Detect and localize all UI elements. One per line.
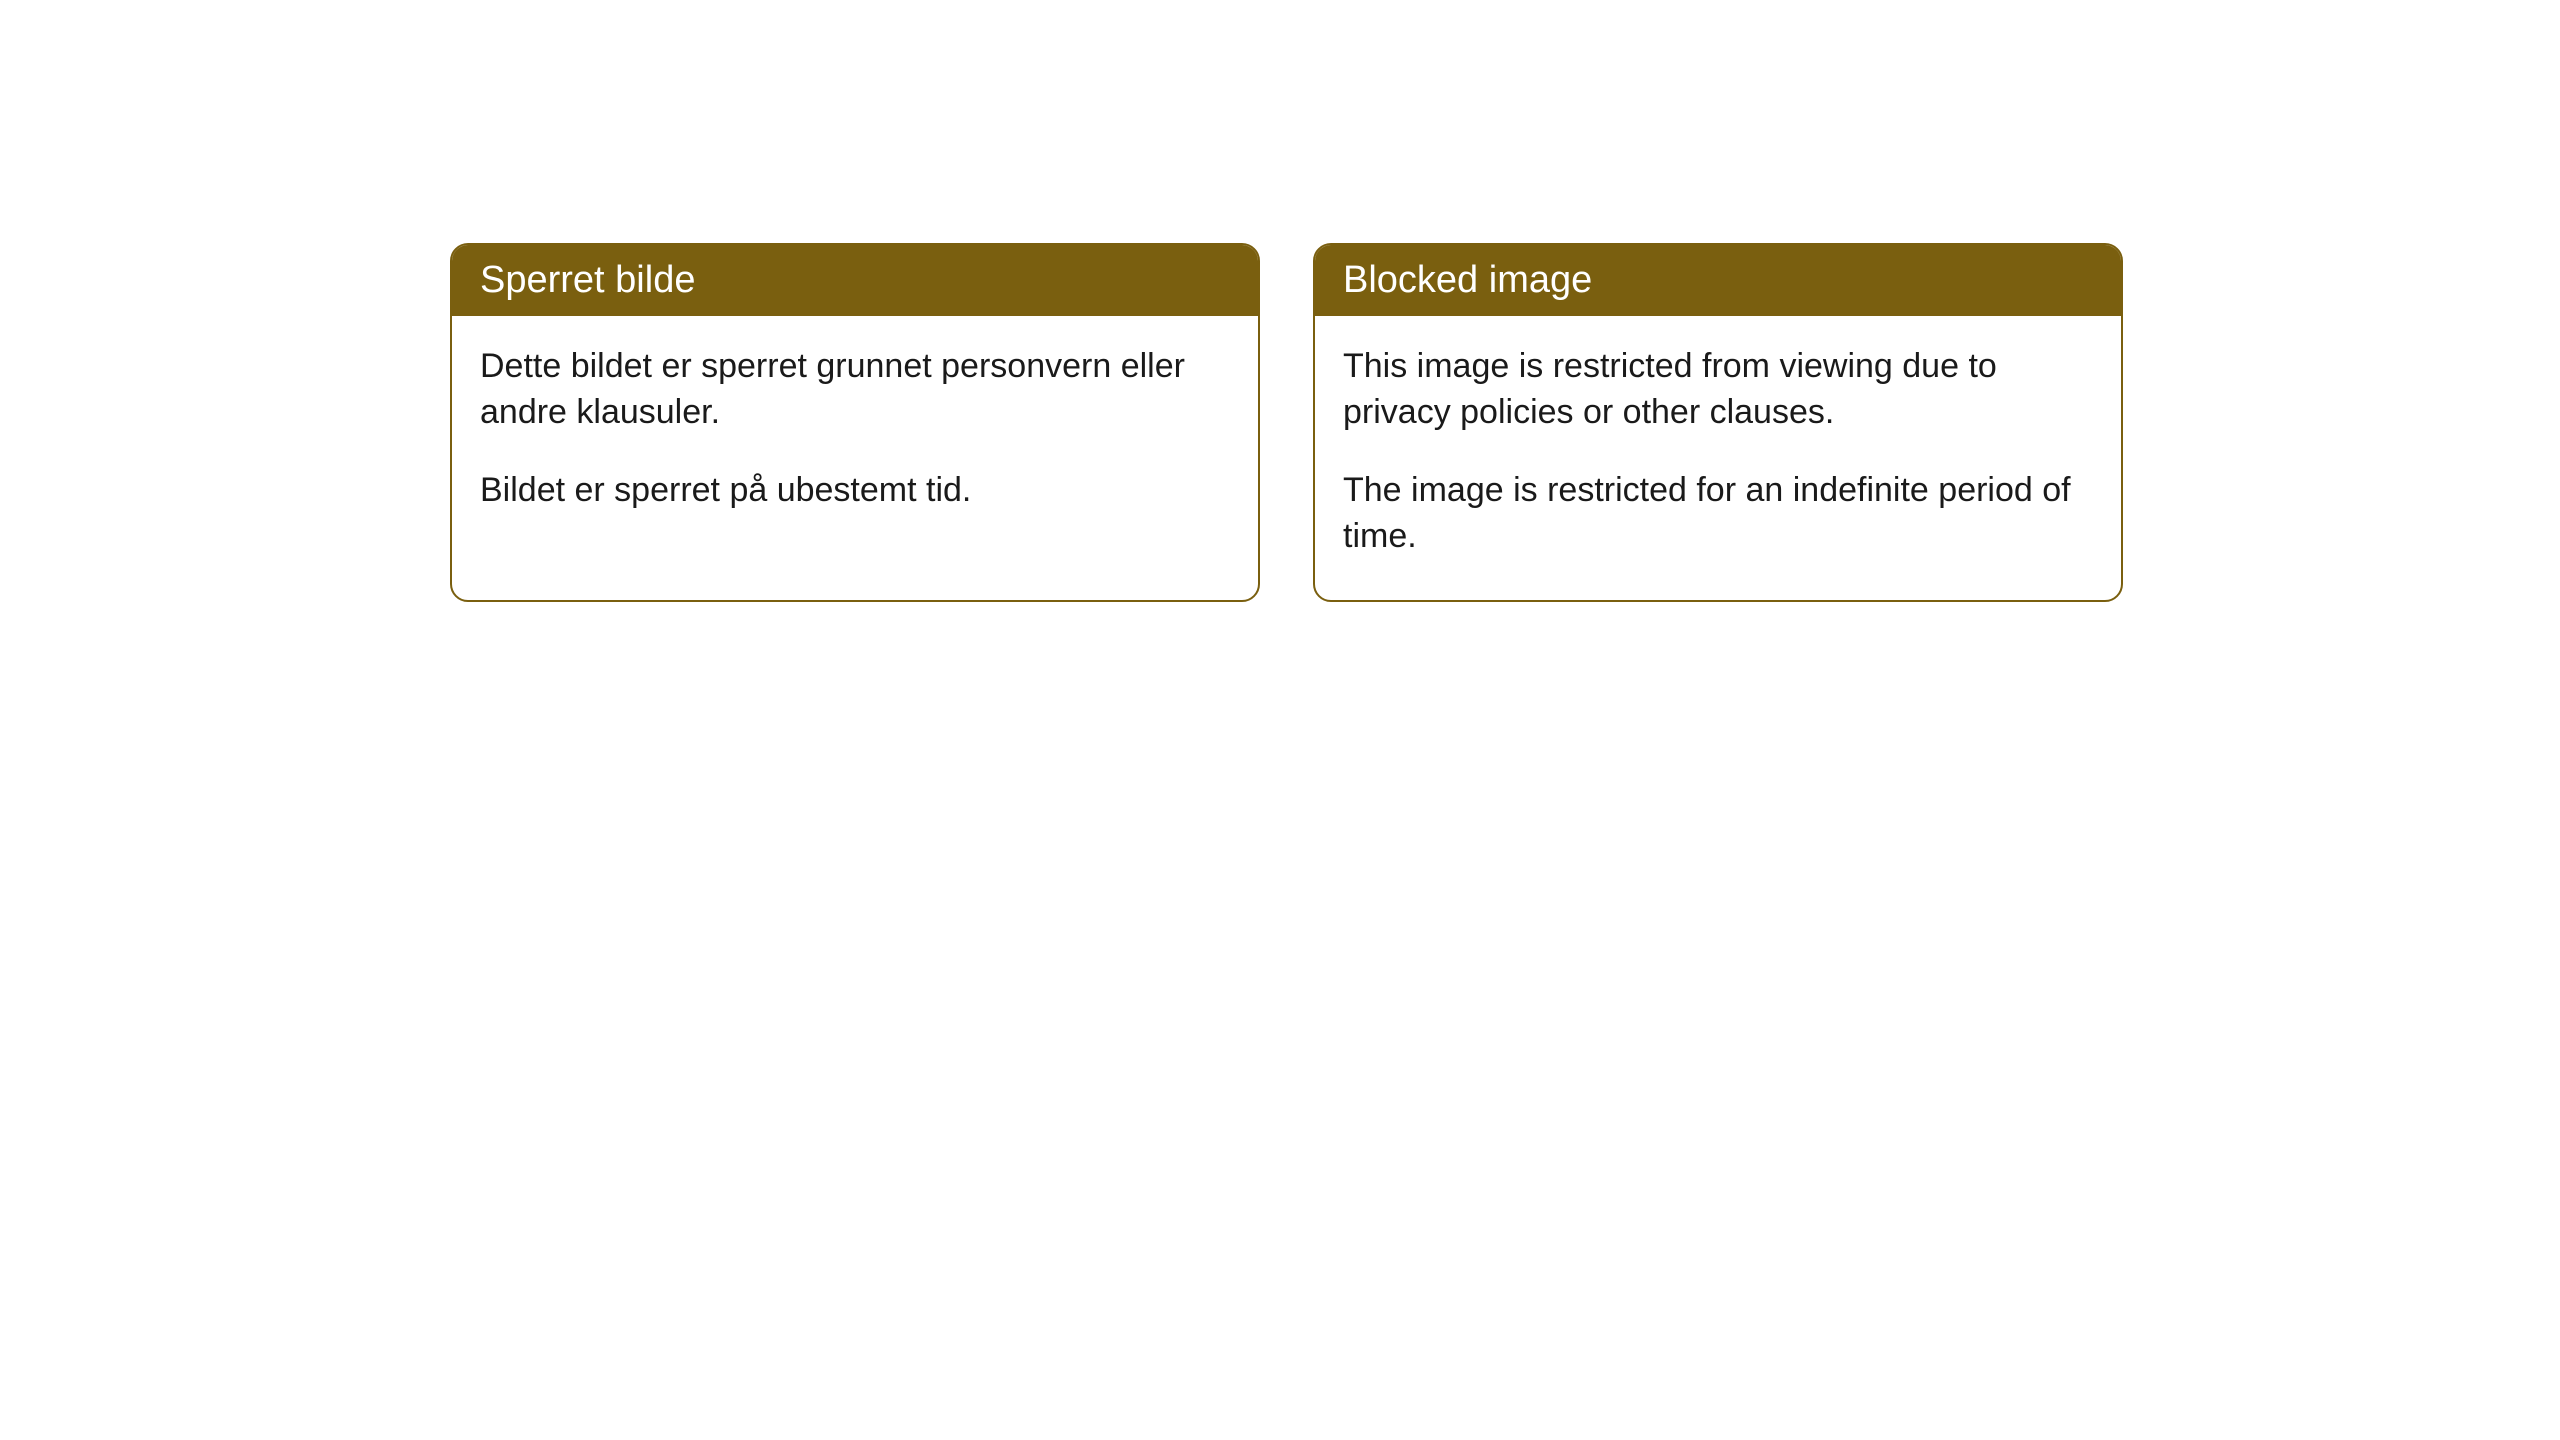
card-header: Sperret bilde: [452, 245, 1258, 316]
card-body: This image is restricted from viewing du…: [1315, 316, 2121, 600]
cards-container: Sperret bilde Dette bildet er sperret gr…: [450, 243, 2123, 602]
card-text-p2: Bildet er sperret på ubestemt tid.: [480, 468, 1230, 514]
blocked-image-card-norwegian: Sperret bilde Dette bildet er sperret gr…: [450, 243, 1260, 602]
card-header: Blocked image: [1315, 245, 2121, 316]
card-body: Dette bildet er sperret grunnet personve…: [452, 316, 1258, 554]
card-text-p1: Dette bildet er sperret grunnet personve…: [480, 344, 1230, 436]
blocked-image-card-english: Blocked image This image is restricted f…: [1313, 243, 2123, 602]
card-text-p1: This image is restricted from viewing du…: [1343, 344, 2093, 436]
card-text-p2: The image is restricted for an indefinit…: [1343, 468, 2093, 560]
